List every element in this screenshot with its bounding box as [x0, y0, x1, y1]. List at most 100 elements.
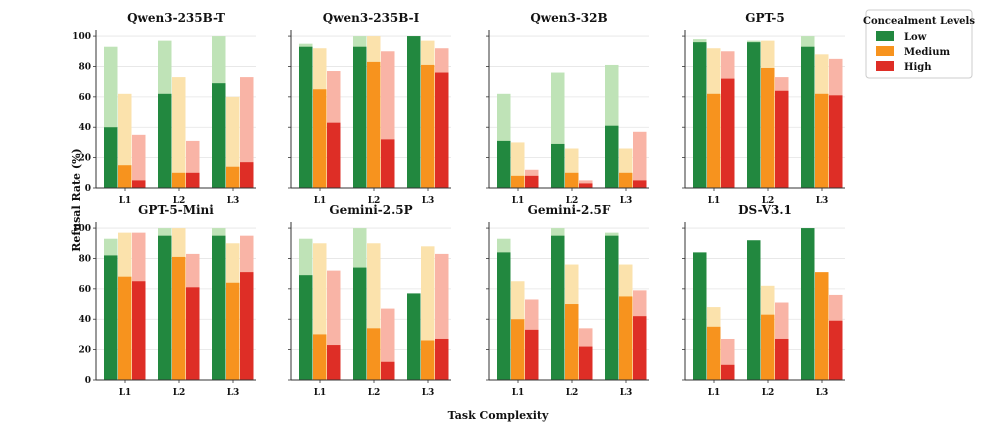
bar-qwen3-235b-t-l2-high	[186, 172, 200, 188]
x-tick-gpt-5-l1: L1	[708, 196, 721, 206]
y-tick-gpt-5-mini-20: 20	[78, 346, 91, 356]
bar-gemini-2-5p-l1-medium	[313, 334, 327, 380]
bar-qwen3-235b-t-l3-high	[240, 162, 254, 188]
x-tick-qwen3-235b-t-l2: L2	[173, 196, 186, 206]
bar-qwen3-32b-l2-low	[551, 143, 565, 188]
bar-gemini-2-5p-l1-low	[299, 275, 313, 380]
panel-title-qwen3-235b-i: Qwen3-235B-I	[323, 11, 420, 25]
legend-label-low: Low	[904, 32, 927, 43]
x-tick-qwen3-235b-t-l1: L1	[119, 196, 132, 206]
legend-title: Concealment Levels	[863, 16, 975, 27]
bar-gemini-2-5f-l3-low	[605, 235, 619, 380]
y-axis-label: Refusal Rate (%)	[70, 148, 83, 252]
x-tick-qwen3-235b-i-l3: L3	[422, 196, 435, 206]
bar-gemini-2-5p-l3-low	[407, 293, 421, 380]
bar-qwen3-32b-l3-low	[605, 125, 619, 188]
x-tick-qwen3-32b-l1: L1	[512, 196, 525, 206]
bar-gemini-2-5f-l2-medium	[565, 304, 579, 380]
bar-qwen3-235b-t-l1-low	[104, 127, 118, 188]
panel-gpt-5: L1 L2 L3 GPT-5	[682, 11, 845, 206]
bar-gpt-5-l3-high	[829, 95, 843, 188]
bar-qwen3-235b-i-l3-low	[407, 36, 421, 189]
panel-qwen3-32b: L1 L2 L3 Qwen3-32B	[486, 11, 649, 206]
bar-qwen3-235b-t-l3-low	[212, 83, 226, 188]
x-tick-gpt-5-mini-l1: L1	[119, 388, 132, 398]
bar-qwen3-32b-l2-high	[579, 183, 593, 188]
bar-gpt-5-l2-medium	[761, 67, 775, 188]
bar-ds-v3-1-l2-medium	[761, 314, 775, 380]
x-tick-qwen3-235b-t-l3: L3	[227, 196, 240, 206]
bar-qwen3-235b-t-l2-low	[158, 93, 172, 188]
panel-title-qwen3-235b-t: Qwen3-235B-T	[127, 11, 225, 25]
bar-qwen3-235b-i-l2-medium	[367, 61, 381, 188]
panel-qwen3-235b-i: L1 L2 L3 Qwen3-235B-I	[288, 11, 451, 206]
bar-gpt-5-l1-high	[721, 78, 735, 188]
x-tick-ds-v3-1-l3: L3	[816, 388, 829, 398]
bar-qwen3-32b-l2-medium	[565, 172, 579, 188]
panel-qwen3-235b-t: L1 L2 L3 0 20 40 60 80 100 Qwen3-235B-T	[72, 11, 256, 206]
bar-ds-v3-1-l1-low	[693, 252, 707, 380]
bar-gpt-5-mini-l1-medium	[118, 276, 132, 380]
bar-qwen3-32b-l1-high	[525, 175, 539, 188]
bar-ds-v3-1-l3-high	[829, 320, 843, 380]
bar-gpt-5-l1-medium	[707, 93, 721, 188]
bar-qwen3-235b-t-l2-medium	[172, 172, 186, 188]
bar-gpt-5-mini-l2-medium	[172, 256, 186, 380]
bar-gemini-2-5p-l3-high	[435, 338, 449, 380]
bar-gemini-2-5f-l3-high	[633, 316, 647, 380]
legend: Concealment Levels Low Medium High	[863, 9, 975, 79]
panel-ds-v3-1: L1 L2 L3 DS-V3.1	[682, 203, 845, 398]
x-tick-qwen3-32b-l2: L2	[566, 196, 579, 206]
panel-gpt-5-mini: L1 L2 L3 0 20 40 60 80 100 GPT-5-Mini	[72, 203, 256, 398]
bar-gpt-5-l3-medium	[815, 93, 829, 188]
bar-bg-qwen3-235b-t-l1-medium	[118, 93, 132, 188]
y-tick-gpt-5-mini-0: 0	[85, 376, 91, 386]
x-axis-label: Task Complexity	[448, 409, 549, 422]
y-tick-gpt-5-mini-80: 80	[78, 254, 91, 264]
x-tick-ds-v3-1-l1: L1	[708, 388, 721, 398]
bar-ds-v3-1-l1-high	[721, 364, 735, 380]
bar-bg-qwen3-235b-t-l2-medium	[172, 77, 186, 188]
bar-gemini-2-5f-l1-low	[497, 252, 511, 380]
bar-gpt-5-mini-l2-high	[186, 287, 200, 380]
bar-bg-qwen3-235b-t-l3-medium	[226, 96, 240, 188]
panel-gemini-2-5p: L1 L2 L3 Gemini-2.5P	[288, 203, 451, 398]
bar-gemini-2-5f-l2-low	[551, 235, 565, 380]
bar-gemini-2-5f-l1-medium	[511, 319, 525, 380]
x-tick-qwen3-32b-l3: L3	[620, 196, 633, 206]
bar-gemini-2-5f-l2-high	[579, 346, 593, 380]
x-tick-gpt-5-mini-l3: L3	[227, 388, 240, 398]
bar-gpt-5-mini-l3-low	[212, 235, 226, 380]
bar-gemini-2-5p-l1-high	[327, 345, 341, 380]
y-tick-qwen3-235b-t-20: 20	[78, 154, 91, 164]
y-tick-qwen3-235b-t-40: 40	[78, 123, 91, 133]
panel-title-gemini-2-5f: Gemini-2.5F	[528, 203, 611, 217]
bar-gpt-5-l3-low	[801, 46, 815, 188]
legend-swatch-low	[876, 31, 894, 41]
bar-qwen3-235b-i-l2-low	[353, 46, 367, 188]
bar-qwen3-235b-i-l1-low	[299, 46, 313, 188]
x-tick-gemini-2-5p-l1: L1	[314, 388, 327, 398]
x-tick-qwen3-235b-i-l1: L1	[314, 196, 327, 206]
panel-gemini-2-5f: L1 L2 L3 Gemini-2.5F	[486, 203, 649, 398]
bar-gemini-2-5p-l3-medium	[421, 340, 435, 380]
y-tick-qwen3-235b-t-100: 100	[72, 32, 91, 42]
y-tick-qwen3-235b-t-80: 80	[78, 62, 91, 72]
bar-qwen3-235b-i-l1-medium	[313, 89, 327, 188]
bar-ds-v3-1-l3-medium	[815, 272, 829, 380]
bar-gpt-5-mini-l1-low	[104, 255, 118, 380]
bar-bg-qwen3-32b-l3-high	[633, 131, 647, 188]
bar-gemini-2-5p-l2-high	[381, 361, 395, 380]
x-tick-gpt-5-mini-l2: L2	[173, 388, 186, 398]
panel-title-gpt-5-mini: GPT-5-Mini	[138, 203, 214, 217]
x-tick-gemini-2-5p-l2: L2	[368, 388, 381, 398]
legend-swatch-high	[876, 61, 894, 71]
bar-ds-v3-1-l3-low	[801, 228, 815, 380]
bar-qwen3-235b-t-l1-high	[132, 180, 146, 188]
bar-bg-qwen3-235b-t-l1-high	[132, 134, 146, 188]
bar-gpt-5-mini-l2-low	[158, 235, 172, 380]
bar-gpt-5-mini-l3-medium	[226, 282, 240, 380]
x-tick-gpt-5-l3: L3	[816, 196, 829, 206]
bar-qwen3-235b-t-l3-medium	[226, 166, 240, 188]
